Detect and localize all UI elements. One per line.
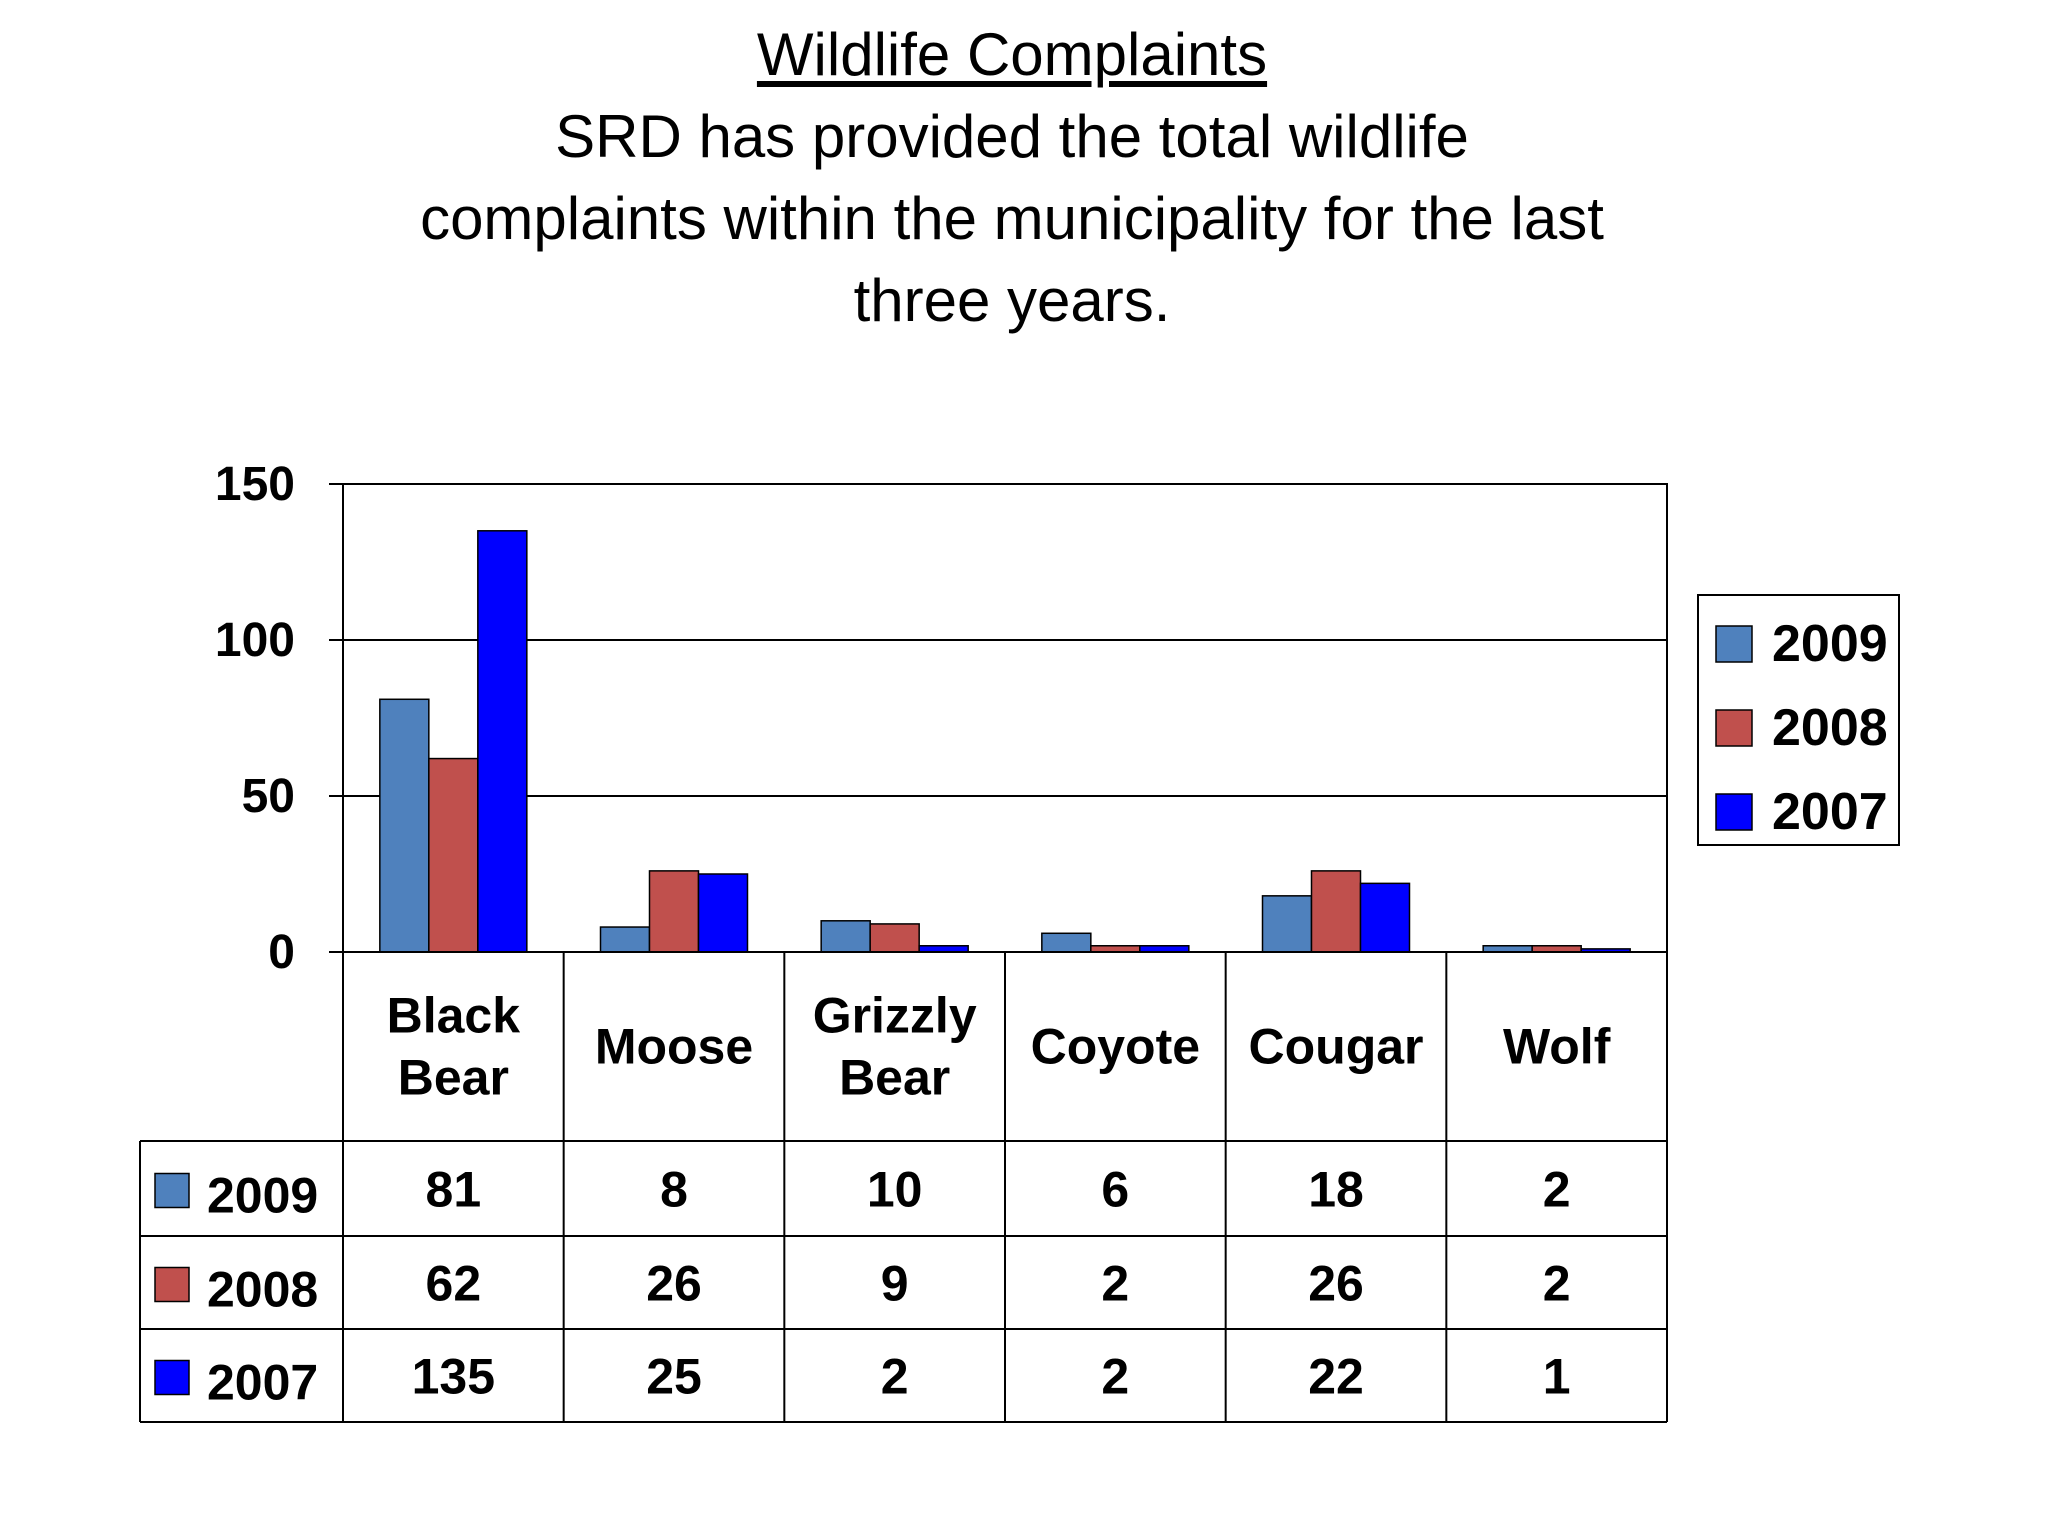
category-label: Grizzly Bear <box>813 988 977 1106</box>
category-label: Black Bear <box>387 988 521 1106</box>
slide-subtitle-line-1: SRD has provided the total wildlife <box>555 103 1469 170</box>
table-row-key-2007 <box>154 1359 190 1396</box>
slide-heading: Wildlife Complaints <box>756 21 1268 88</box>
table-cell-value: 1 <box>1543 1349 1571 1405</box>
legend-label: 2008 <box>1772 699 1888 757</box>
table-cell-value: 25 <box>646 1349 702 1405</box>
table-cell-value: 81 <box>426 1162 482 1218</box>
y-tick-label: 150 <box>215 458 295 511</box>
bar-2007 <box>477 530 528 953</box>
table-row-label: 2009 <box>207 1168 318 1224</box>
bar-2009 <box>820 920 871 953</box>
y-tick-label: 50 <box>242 770 295 823</box>
table-row-key-2009 <box>154 1172 190 1209</box>
category-label: Cougar <box>1249 1019 1424 1075</box>
table-cell-value: 26 <box>646 1256 702 1312</box>
bar-2009 <box>599 926 651 953</box>
table-row-key-2008 <box>154 1266 190 1303</box>
bar-2009 <box>379 698 430 953</box>
slide-title: Wildlife Complaints SRD has provided the… <box>0 14 2024 342</box>
legend-swatch-2009 <box>1715 625 1753 663</box>
table-cell-value: 2 <box>1543 1162 1571 1218</box>
table-cell-value: 62 <box>426 1256 482 1312</box>
bar-2008 <box>428 757 479 953</box>
table-cell-value: 18 <box>1308 1162 1364 1218</box>
table-cell-value: 10 <box>867 1162 923 1218</box>
legend-label: 2009 <box>1772 615 1888 673</box>
table-cell-value: 9 <box>881 1256 909 1312</box>
bar-2008 <box>1310 870 1362 953</box>
table-cell-value: 8 <box>660 1162 688 1218</box>
bar-2008 <box>648 870 700 953</box>
bar-2008 <box>869 923 920 953</box>
bar-2007 <box>1359 882 1411 953</box>
y-tick-label: 100 <box>215 614 295 667</box>
legend-swatch-2008 <box>1715 709 1753 747</box>
category-label: Moose <box>595 1019 753 1075</box>
table-cell-value: 26 <box>1308 1256 1364 1312</box>
bar-2009 <box>1041 932 1092 953</box>
table-cell-value: 2 <box>881 1349 909 1405</box>
table-cell-value: 22 <box>1308 1349 1364 1405</box>
y-tick-label: 0 <box>268 926 295 979</box>
bar-2009 <box>1261 895 1313 953</box>
legend-label: 2007 <box>1772 783 1888 841</box>
category-label: Coyote <box>1031 1019 1200 1075</box>
category-label: Wolf <box>1503 1019 1611 1075</box>
plot-area <box>342 483 1668 953</box>
legend-swatch-2007 <box>1715 793 1753 831</box>
table-cell-value: 2 <box>1101 1256 1129 1312</box>
slide-subtitle-line-3: three years. <box>853 267 1171 334</box>
table-cell-value: 2 <box>1101 1349 1129 1405</box>
table-cell-value: 2 <box>1543 1256 1571 1312</box>
table-row-label: 2007 <box>207 1355 318 1411</box>
slide-subtitle-line-2: complaints within the municipality for t… <box>420 185 1604 252</box>
bar-2007 <box>697 873 749 953</box>
table-row-label: 2008 <box>207 1262 318 1318</box>
table-cell-value: 6 <box>1101 1162 1129 1218</box>
table-cell-value: 135 <box>412 1349 495 1405</box>
